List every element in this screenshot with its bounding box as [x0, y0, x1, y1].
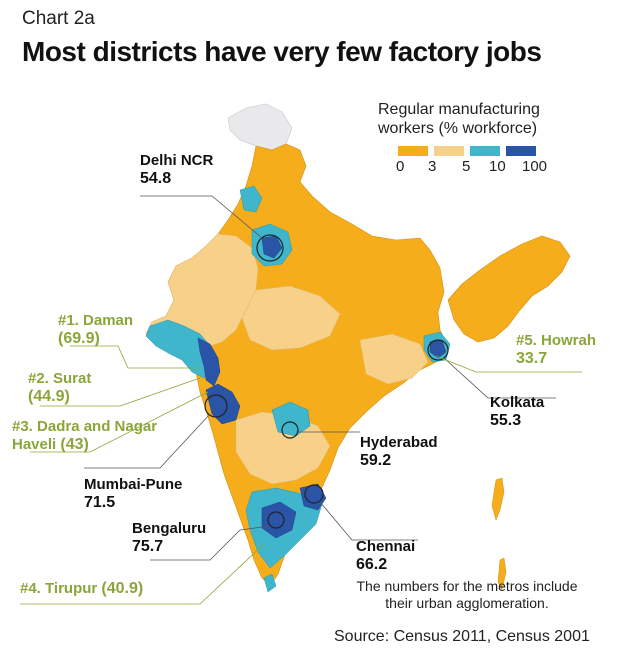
delhi-name: Delhi NCR: [140, 152, 214, 169]
delhi-value: 54.8: [140, 170, 172, 187]
map-region-bengaluru-dark: [261, 501, 297, 539]
map-region-hyderabad-teal: [271, 401, 311, 437]
delhi-leader: [140, 195, 263, 239]
dadra-name-line2: Haveli: [12, 436, 57, 453]
hyderabad-name: Hyderabad: [360, 434, 438, 451]
legend-title: Regular manufacturing workers (% workfor…: [378, 100, 588, 138]
chennai-name: Chennai: [356, 538, 416, 555]
daman-label: #1. Daman (69.9): [58, 312, 133, 348]
mumbai-name: Mumbai-Pune: [84, 476, 183, 493]
map-region-east-light: [359, 333, 429, 385]
tirupur-label: #4. Tirupur (40.9): [20, 580, 143, 598]
chart-title: Most districts have very few factory job…: [22, 36, 542, 67]
map-region-kashmir-nodata: [227, 103, 293, 151]
kolkata-name: Kolkata: [490, 394, 545, 411]
daman-leader: [70, 345, 200, 369]
delhi-circle: [256, 234, 284, 262]
legend-tick-0: 0: [396, 158, 405, 175]
chennai-value: 66.2: [356, 556, 388, 573]
bengaluru-label: Bengaluru 75.7: [132, 520, 206, 556]
legend-swatches: [398, 146, 538, 156]
legend-swatch-low: [398, 146, 428, 156]
daman-name: #1. Daman: [58, 312, 134, 329]
legend-title-line2: workers (% workforce): [378, 120, 538, 137]
surat-value: (44.9): [28, 388, 70, 405]
dadra-label: #3. Dadra and Nagar Haveli (43): [12, 418, 157, 454]
note: The numbers for the metros include their…: [322, 578, 612, 612]
bengaluru-leader: [150, 525, 271, 561]
howrah-label: #5. Howrah 33.7: [516, 332, 596, 368]
map-region-gujarat-teal: [145, 319, 215, 379]
surat-leader: [40, 377, 201, 407]
dadra-leader: [30, 391, 209, 453]
legend-swatch-high: [470, 146, 500, 156]
chart-label: Chart 2a: [22, 8, 95, 29]
map-region-nicobar: [497, 557, 507, 591]
hyderabad-label: Hyderabad 59.2: [360, 434, 438, 470]
howrah-name: #5. Howrah: [516, 332, 597, 349]
bengaluru-circle: [267, 511, 285, 529]
delhi-label: Delhi NCR 54.8: [140, 152, 213, 188]
mumbai-leader: [84, 413, 211, 469]
kolkata-leader: [443, 357, 556, 399]
mumbai-value: 71.5: [84, 494, 116, 511]
note-line1: The numbers for the metros include: [356, 578, 578, 594]
surat-name: #2. Surat: [28, 370, 92, 387]
chennai-leader: [319, 501, 418, 541]
bengaluru-name: Bengaluru: [132, 520, 207, 537]
map-region-central-light: [241, 285, 341, 351]
dadra-name-line1: #3. Dadra and Nagar: [12, 418, 158, 435]
legend-tick-100: 100: [522, 158, 548, 175]
chennai-label: Chennai 66.2: [356, 538, 415, 574]
legend-swatch-top: [506, 146, 536, 156]
hyderabad-circle: [281, 421, 299, 439]
howrah-leader: [435, 355, 582, 373]
map-region-mumbai-dark: [205, 383, 241, 425]
legend-tick-5: 5: [462, 158, 471, 175]
mumbai-label: Mumbai-Pune 71.5: [84, 476, 182, 512]
surat-label: #2. Surat (44.9): [28, 370, 91, 406]
daman-value: (69.9): [58, 330, 100, 347]
kolkata-value: 55.3: [490, 412, 522, 429]
map-region-delhi-dark: [261, 235, 283, 259]
mumbai-circle: [204, 394, 228, 418]
kolkata-label: Kolkata 55.3: [490, 394, 544, 430]
legend-title-line1: Regular manufacturing: [378, 101, 540, 118]
hyderabad-value: 59.2: [360, 452, 392, 469]
note-line2: their urban agglomeration.: [385, 595, 549, 611]
kolkata-circle: [427, 339, 449, 361]
tirupur-value: (40.9): [101, 580, 144, 597]
tirupur-leader: [20, 543, 265, 605]
map-region-northeast: [447, 235, 571, 343]
legend-swatch-mid: [434, 146, 464, 156]
howrah-value: 33.7: [516, 350, 548, 367]
chennai-circle: [304, 484, 324, 504]
dadra-value: (43): [60, 436, 89, 453]
legend-tick-3: 3: [428, 158, 437, 175]
map-region-andaman: [491, 477, 505, 521]
source: Source: Census 2011, Census 2001: [334, 628, 590, 645]
map-region-tip: [263, 573, 277, 593]
map-region-punjab-teal: [239, 185, 263, 213]
bengaluru-value: 75.7: [132, 538, 164, 555]
tirupur-name: #4. Tirupur: [20, 580, 98, 597]
legend-tick-10: 10: [489, 158, 506, 175]
